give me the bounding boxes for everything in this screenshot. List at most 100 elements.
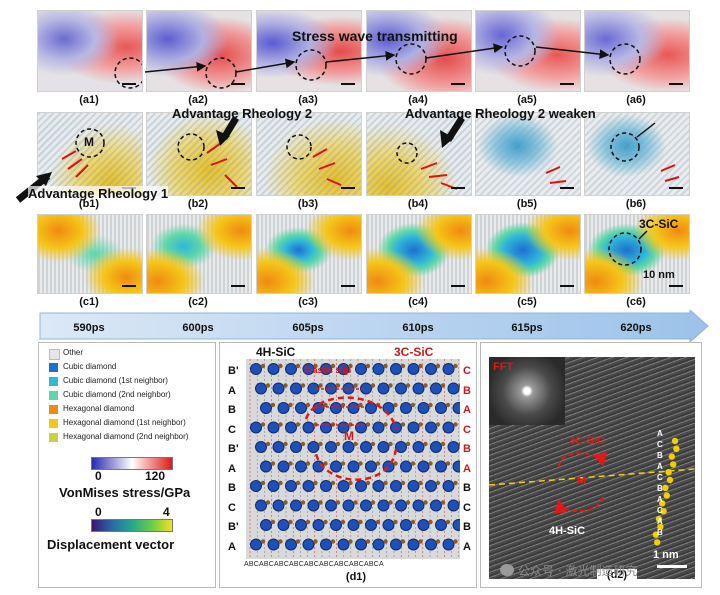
si-atom — [290, 441, 302, 453]
c-atom — [265, 383, 271, 388]
stack-letter-left: C — [228, 423, 236, 436]
si-atom — [250, 480, 262, 492]
legend-swatch — [49, 433, 58, 442]
panel-a4 — [366, 10, 472, 92]
si-atom — [347, 460, 360, 473]
c-atom — [435, 422, 441, 427]
c-atom — [353, 441, 358, 447]
c-atom — [410, 402, 416, 408]
d2-stack-letter: A — [657, 429, 663, 438]
c-atom — [318, 441, 323, 447]
si-atom — [302, 538, 315, 551]
c-atom — [358, 461, 363, 466]
d2-stack-letter: B — [657, 528, 663, 537]
c-atom — [383, 480, 388, 486]
yellow-atom — [670, 461, 677, 468]
si-atom — [447, 499, 460, 512]
c-atom — [388, 500, 393, 505]
c-atom — [393, 461, 398, 466]
si-atom — [290, 382, 302, 395]
c-atom — [365, 363, 371, 369]
si-atom — [320, 421, 332, 434]
stack-letter-right: C — [463, 365, 471, 377]
si-atom — [277, 460, 290, 473]
3c-sic-label: 3C-SiC — [639, 217, 679, 231]
c-atom — [418, 480, 423, 486]
yellow-atom — [660, 508, 667, 515]
si-atom — [412, 441, 425, 453]
c-atom — [428, 519, 433, 525]
rheology-overlay — [610, 122, 680, 182]
transmission-arrows — [144, 43, 610, 73]
plastic-slip-label: Plastic slip — [304, 365, 352, 375]
c-atom — [283, 383, 288, 388]
legend-swatch — [49, 405, 58, 414]
si-atom — [255, 382, 267, 395]
d2-stack-letter: C — [657, 440, 663, 449]
c-atom — [335, 500, 341, 505]
c-atom — [288, 519, 293, 525]
stack-letter-right: A — [463, 404, 471, 416]
c-atom — [330, 363, 336, 369]
c-atom — [458, 500, 460, 505]
c-atom — [353, 500, 358, 505]
c-atom — [405, 383, 411, 388]
time-590: 590ps — [73, 322, 105, 334]
si-atom — [452, 519, 460, 531]
c-atom — [358, 402, 363, 408]
si-atom — [395, 499, 407, 512]
si-atom — [360, 499, 372, 512]
si-atom — [452, 460, 460, 473]
label-b3: (b3) — [297, 198, 319, 210]
si-atom — [365, 402, 377, 414]
legend-swatch — [49, 391, 58, 400]
c-atom — [383, 539, 388, 544]
si-atom — [290, 499, 302, 512]
si-atom — [407, 363, 420, 375]
si-atom — [390, 538, 402, 551]
rheology2-annotation: Advantage Rheology 2 — [172, 106, 313, 121]
stack-letter-right: B — [463, 443, 471, 455]
si-atom — [447, 382, 460, 395]
yellow-atom — [657, 523, 664, 530]
c-atom — [335, 441, 341, 447]
si-atom — [452, 402, 460, 414]
c-atom — [440, 383, 446, 388]
si-atom — [260, 519, 272, 531]
si-atom — [277, 519, 290, 531]
si-atom — [442, 538, 455, 551]
si-atom — [425, 480, 437, 492]
c-atom — [313, 480, 318, 486]
panel-c4 — [366, 214, 472, 294]
yellow-atom — [673, 445, 680, 452]
scale-bar — [122, 83, 136, 85]
label-b6: (b6) — [625, 198, 647, 210]
legend-swatch — [49, 363, 58, 372]
si-atom — [325, 441, 337, 453]
scale-bar — [341, 187, 355, 189]
c-atom — [418, 539, 423, 544]
c-atom — [375, 519, 381, 525]
yellow-atom — [662, 484, 669, 491]
scale-label: 1 nm — [653, 549, 679, 561]
disp-max: 4 — [163, 505, 170, 519]
si-atom — [347, 402, 360, 414]
d2-stack-letter: A — [657, 517, 663, 526]
d2-stack-letter: A — [657, 495, 663, 504]
c-atom — [383, 363, 388, 369]
c-atom — [323, 402, 328, 408]
d2-stack-letter: B — [657, 451, 663, 460]
c-atom — [370, 500, 376, 505]
si-atom — [250, 421, 262, 434]
scale-bar — [657, 565, 687, 568]
c-atom — [278, 422, 283, 427]
c-atom — [458, 441, 460, 447]
si-atom — [417, 460, 430, 473]
scale-bar — [560, 83, 574, 85]
scale-bar — [231, 187, 245, 189]
panel-b6 — [584, 112, 690, 196]
label-a5: (a5) — [517, 94, 537, 106]
c-atom — [330, 480, 336, 486]
si-atom — [267, 480, 280, 492]
stack-letter-left: B' — [228, 521, 239, 533]
